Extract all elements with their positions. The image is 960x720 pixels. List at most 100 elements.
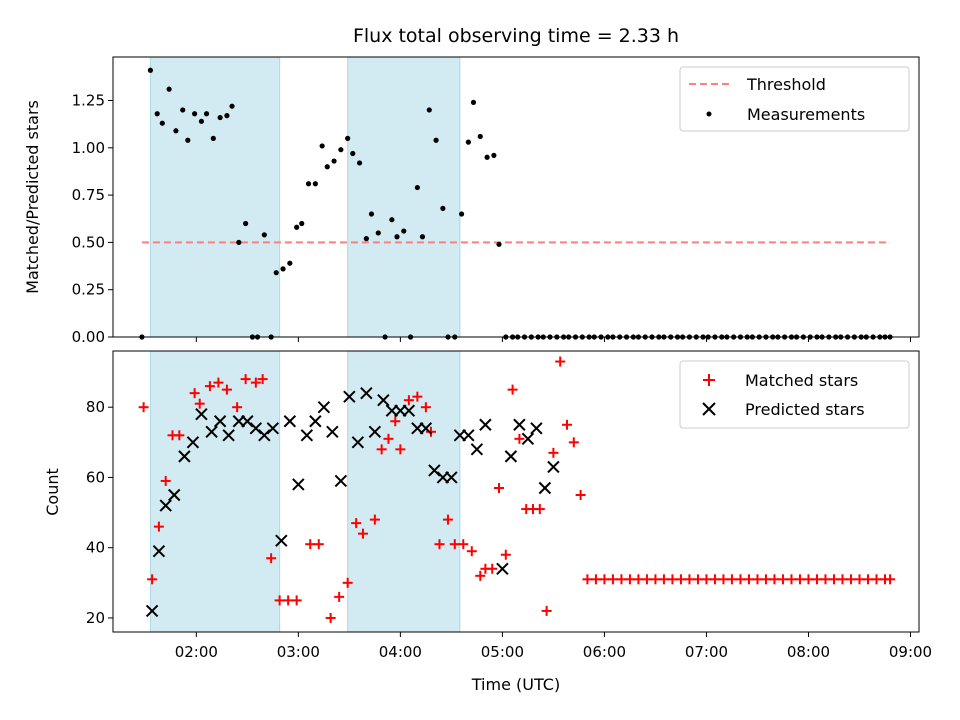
- matched-point: [828, 574, 839, 585]
- top-legend-box: [679, 66, 910, 132]
- measurement-point: [363, 236, 369, 242]
- measurement-point: [426, 107, 432, 113]
- matched-point: [266, 553, 277, 564]
- y-tick-label: 1.00: [72, 139, 105, 157]
- predicted-point: [258, 429, 271, 442]
- bottom-x-axis: 02:00 03:00 04:00 05:00 06:00 07:00 08:00 09:00: [175, 632, 932, 661]
- matched-point: [395, 444, 406, 455]
- matched-point: [568, 437, 579, 448]
- measurement-point: [484, 154, 490, 160]
- measurement-point: [312, 181, 318, 187]
- top-panel: 0.00 0.25 0.50 0.75 1.00 1.25 Matched/Predict…: [23, 56, 920, 346]
- matched-point: [534, 504, 545, 515]
- legend-predicted-swatch: [702, 402, 716, 416]
- bottom-legend: Matched stars Predicted stars: [679, 360, 910, 429]
- measurement-point: [261, 232, 267, 238]
- matched-point: [726, 574, 737, 585]
- matched-point: [760, 574, 771, 585]
- x-tick-label: 06:00: [583, 643, 626, 661]
- predicted-point: [241, 415, 254, 428]
- measurement-point: [287, 260, 293, 266]
- matched-point: [240, 374, 251, 385]
- predicted-point: [521, 432, 535, 446]
- bottom-marks: [138, 356, 896, 623]
- top-shaded-spans: [149, 56, 461, 338]
- top-y-label: Matched/Predicted stars: [23, 100, 42, 294]
- measurement-point: [198, 118, 205, 124]
- matched-point: [458, 539, 469, 550]
- measurement-point: [331, 158, 337, 164]
- matched-point: [555, 356, 566, 367]
- predicted-point: [479, 418, 492, 431]
- measurement-point: [185, 137, 191, 143]
- chart-title: Flux total observing time = 2.33 h: [353, 25, 679, 47]
- matched-point: [769, 574, 780, 585]
- matched-point: [837, 574, 848, 585]
- matched-point: [752, 574, 763, 585]
- matched-point: [147, 574, 158, 585]
- measurement-point: [419, 234, 426, 240]
- measurement-point: [280, 266, 286, 272]
- matched-point: [658, 574, 669, 585]
- matched-point: [854, 574, 865, 585]
- predicted-point: [292, 478, 305, 491]
- predicted-point: [377, 393, 390, 407]
- matched-point: [599, 574, 610, 585]
- matched-point: [885, 574, 896, 585]
- matched-point: [213, 377, 224, 388]
- predicted-point: [195, 408, 208, 421]
- predicted-point: [368, 425, 382, 438]
- predicted-point: [360, 386, 373, 400]
- measurement-point: [180, 107, 186, 113]
- matched-point: [283, 595, 294, 606]
- matched-point: [862, 574, 873, 585]
- legend-measurements-label: Measurements: [747, 105, 865, 124]
- x-tick-label: 05:00: [481, 643, 524, 661]
- matched-point: [786, 574, 797, 585]
- predicted-point: [402, 404, 416, 417]
- matched-point: [442, 514, 453, 525]
- measurement-point: [470, 99, 477, 106]
- predicted-point: [178, 450, 191, 463]
- predicted-point: [159, 499, 172, 512]
- y-tick-label: 20: [86, 609, 105, 627]
- y-tick-label: 0.00: [72, 328, 105, 346]
- matched-point: [305, 539, 316, 550]
- x-tick-label: 02:00: [175, 643, 218, 661]
- matched-point: [291, 595, 302, 606]
- matched-point: [743, 574, 754, 585]
- measurement-point: [440, 205, 446, 211]
- matched-point: [624, 574, 635, 585]
- measurement-point: [273, 270, 279, 276]
- legend-measurements-swatch: [706, 111, 712, 117]
- x-tick-label: 09:00: [889, 643, 932, 661]
- measurement-point: [229, 103, 235, 109]
- predicted-point: [249, 422, 263, 435]
- predicted-point: [283, 415, 297, 428]
- matched-point: [449, 539, 460, 550]
- y-tick-label: 1.25: [72, 92, 105, 110]
- bottom-y-label: Count: [43, 468, 62, 516]
- predicted-point: [538, 481, 552, 495]
- matched-point: [232, 402, 243, 413]
- predicted-point: [504, 450, 518, 463]
- predicted-point: [470, 443, 484, 456]
- predicted-point: [445, 471, 458, 484]
- measurement-point: [491, 152, 497, 158]
- measurement-point: [236, 239, 242, 246]
- predicted-point: [496, 562, 509, 575]
- predicted-point: [428, 464, 441, 477]
- matched-point: [590, 574, 601, 585]
- matched-point: [425, 426, 436, 437]
- matched-point: [667, 574, 678, 585]
- x-tick-label: 07:00: [685, 643, 728, 661]
- matched-point: [334, 591, 345, 602]
- matched-point: [616, 574, 627, 585]
- x-tick-label: 08:00: [787, 643, 830, 661]
- matched-point: [493, 482, 504, 493]
- matched-point: [221, 384, 232, 395]
- measurement-point: [319, 143, 325, 149]
- measurement-point: [224, 113, 230, 119]
- matched-point: [466, 546, 477, 557]
